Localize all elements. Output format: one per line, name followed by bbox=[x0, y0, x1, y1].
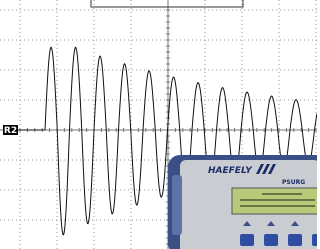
button[interactable] bbox=[288, 234, 302, 246]
brand-label: HAEFELY bbox=[208, 166, 253, 176]
model-label: PSURG bbox=[282, 179, 305, 186]
button[interactable] bbox=[312, 234, 317, 246]
device-grip bbox=[172, 175, 182, 235]
scope-screen: R2 HAEFELY PSURG bbox=[0, 0, 317, 249]
button[interactable] bbox=[264, 234, 278, 246]
device: HAEFELY PSURG bbox=[168, 155, 317, 249]
marker-label: R2 bbox=[4, 126, 17, 136]
button[interactable] bbox=[240, 234, 254, 246]
